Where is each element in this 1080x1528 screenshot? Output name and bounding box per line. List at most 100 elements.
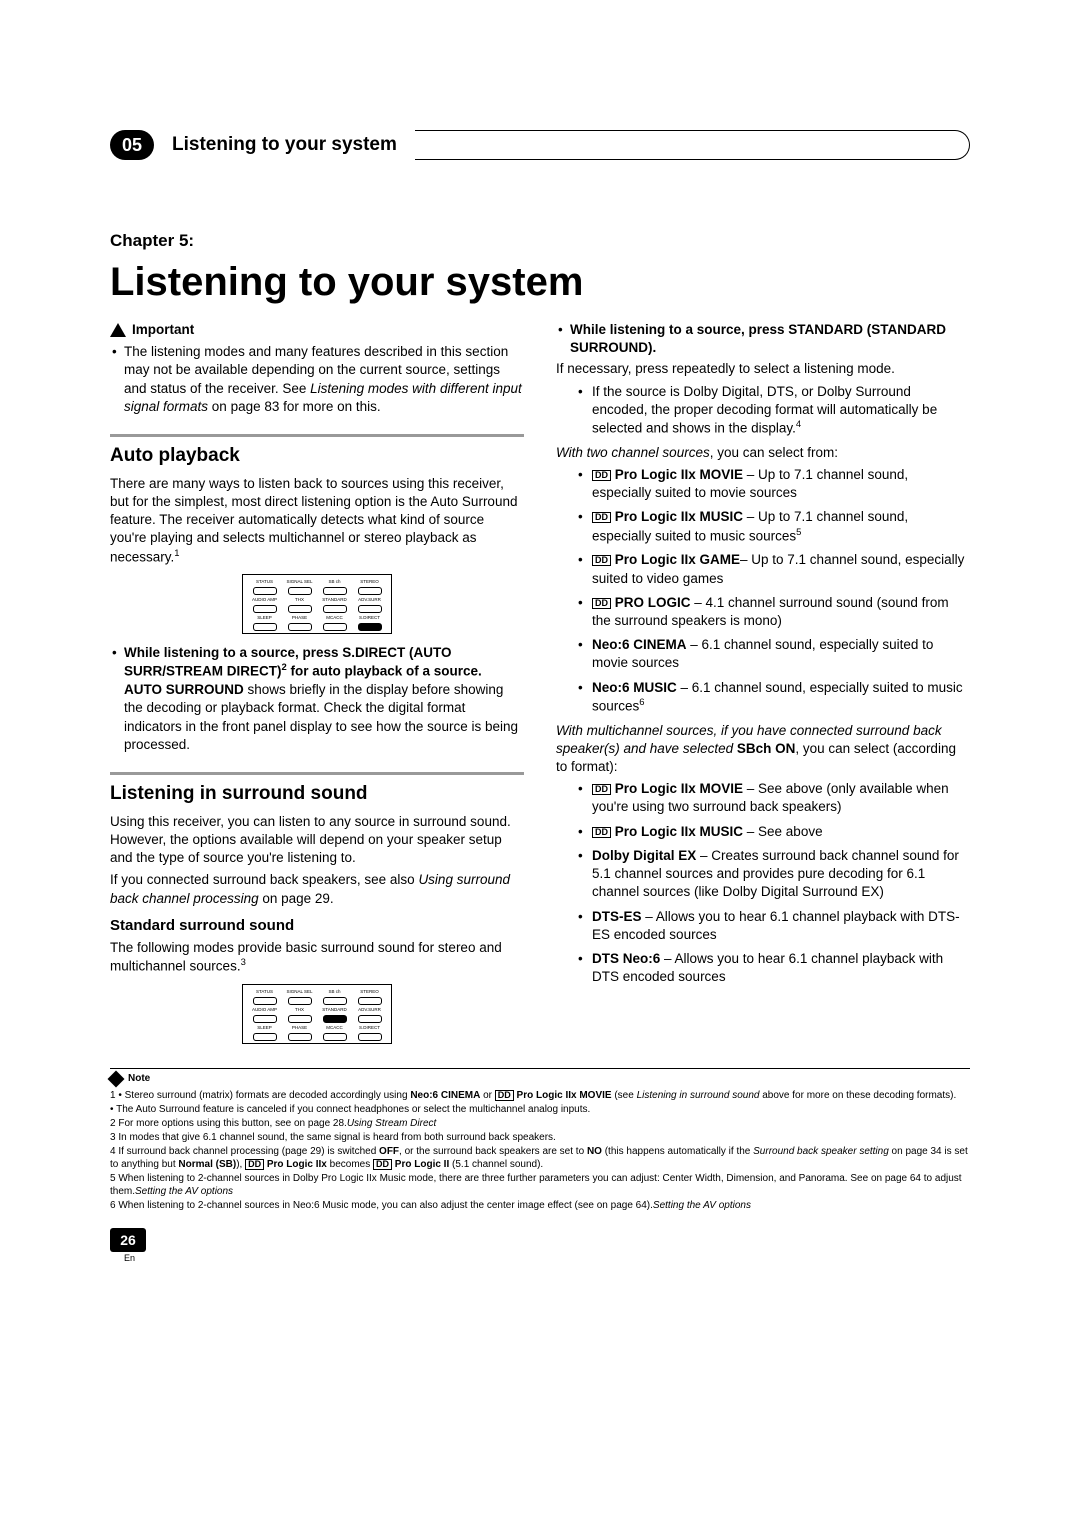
remote-label: S.DIRECT — [352, 615, 387, 621]
surround-p3: The following modes provide basic surrou… — [110, 939, 524, 976]
footnote-line: 6 When listening to 2-channel sources in… — [110, 1199, 970, 1212]
surround-title: Listening in surround sound — [110, 781, 524, 807]
surround-p1: Using this receiver, you can listen to a… — [110, 813, 524, 868]
mode-name: Pro Logic IIx MOVIE — [611, 781, 743, 796]
remote-button — [323, 997, 347, 1005]
surround-p2: If you connected surround back speakers,… — [110, 871, 524, 907]
mode-item: DD Pro Logic IIx MOVIE – See above (only… — [578, 780, 970, 816]
warning-icon — [110, 323, 126, 337]
standard-step-list: While listening to a source, press STAND… — [556, 321, 970, 357]
important-item: The listening modes and many features de… — [110, 343, 524, 416]
mode-desc: – Allows you to hear 6.1 channel playbac… — [592, 909, 960, 942]
remote-button — [358, 605, 382, 613]
section-divider — [110, 434, 524, 437]
dolby-icon: DD — [592, 512, 611, 523]
remote-button — [323, 1033, 347, 1041]
mode-name: Neo:6 CINEMA — [592, 637, 687, 652]
remote-label: AUDIO AMP — [247, 1007, 282, 1013]
remote-label: ADV.SURR — [352, 597, 387, 603]
nested-text: If the source is Dolby Digital, DTS, or … — [592, 384, 937, 436]
mode-item: DD PRO LOGIC – 4.1 channel surround soun… — [578, 594, 970, 630]
remote-button — [253, 587, 277, 595]
multichannel-modes: DD Pro Logic IIx MOVIE – See above (only… — [556, 780, 970, 986]
header-rule — [415, 130, 970, 160]
two-ch-intro-rest: , you can select from: — [710, 445, 838, 460]
two-ch-intro-italic: With two channel sources — [556, 445, 710, 460]
surround-p2b: on page 29. — [259, 891, 334, 906]
footnote-line: 4 If surround back channel processing (p… — [110, 1145, 970, 1171]
remote-label: THX — [282, 1007, 317, 1013]
note-label: Note — [128, 1072, 150, 1085]
chapter-header-title: Listening to your system — [172, 132, 397, 158]
mode-item: Neo:6 CINEMA – 6.1 channel sound, especi… — [578, 636, 970, 672]
nested-item: If the source is Dolby Digital, DTS, or … — [578, 383, 970, 438]
footnote-line: 5 When listening to 2-channel sources in… — [110, 1172, 970, 1198]
remote-diagram-2: STATUSSIGNAL SELSB chSTEREO AUDIO AMPTHX… — [242, 984, 392, 1044]
mode-item: Dolby Digital EX – Creates surround back… — [578, 847, 970, 902]
dolby-icon: DD — [592, 555, 611, 566]
dolby-icon: DD — [592, 470, 611, 481]
content-columns: Important The listening modes and many f… — [110, 321, 970, 1054]
remote-label: SB ch — [317, 579, 352, 585]
remote-label: SLEEP — [247, 1025, 282, 1031]
dolby-icon: DD — [592, 827, 611, 838]
page-title: Listening to your system — [110, 255, 970, 309]
surround-p2a: If you connected surround back speakers,… — [110, 872, 418, 887]
mode-item: Neo:6 MUSIC – 6.1 channel sound, especia… — [578, 679, 970, 716]
important-callout: Important — [110, 321, 524, 339]
dolby-icon: DD — [592, 598, 611, 609]
remote-button — [358, 997, 382, 1005]
two-channel-intro: With two channel sources, you can select… — [556, 444, 970, 462]
mode-item: DD Pro Logic IIx MOVIE – Up to 7.1 chann… — [578, 466, 970, 502]
important-list: The listening modes and many features de… — [110, 343, 524, 416]
remote-button — [358, 623, 382, 631]
auto-playback-para: There are many ways to listen back to so… — [110, 475, 524, 567]
section-divider — [110, 772, 524, 775]
auto-playback-step: While listening to a source, press S.DIR… — [110, 644, 524, 754]
note-header: Note — [110, 1072, 970, 1085]
remote-label: ADV.SURR — [352, 1007, 387, 1013]
remote-label: STATUS — [247, 989, 282, 995]
remote-label: MCACC — [317, 1025, 352, 1031]
remote-button — [358, 1033, 382, 1041]
step-bold-b: for auto playback of a source. — [287, 664, 482, 679]
footnote-ref-4: 4 — [796, 419, 801, 430]
remote-button — [323, 605, 347, 613]
left-column: Important The listening modes and many f… — [110, 321, 524, 1054]
important-text-end: on page 83 for more on this. — [208, 399, 381, 414]
remote-button — [288, 605, 312, 613]
right-column: While listening to a source, press STAND… — [556, 321, 970, 1054]
mode-name: Pro Logic IIx MUSIC — [611, 824, 743, 839]
mode-name: DTS Neo:6 — [592, 951, 660, 966]
mode-name: Neo:6 MUSIC — [592, 680, 677, 695]
remote-button — [253, 623, 277, 631]
mode-name: Pro Logic IIx MOVIE — [611, 467, 743, 482]
footnote-ref: 5 — [796, 527, 801, 538]
page-footer: 26 En — [110, 1228, 970, 1264]
remote-label: STANDARD — [317, 597, 352, 603]
step-rest-bold: AUTO SURROUND — [124, 682, 244, 697]
remote-button — [253, 997, 277, 1005]
remote-button — [253, 1033, 277, 1041]
chapter-number-badge: 05 — [110, 130, 154, 160]
footnotes: Note 1 • Stereo surround (matrix) format… — [110, 1068, 970, 1212]
footnote-line: 3 In modes that give 6.1 channel sound, … — [110, 1131, 970, 1144]
footnote-line: 1 • Stereo surround (matrix) formats are… — [110, 1089, 970, 1102]
remote-button — [358, 1015, 382, 1023]
remote-label: SIGNAL SEL — [282, 579, 317, 585]
remote-button — [323, 587, 347, 595]
chapter-header: 05 Listening to your system — [110, 130, 970, 160]
remote-button — [288, 1033, 312, 1041]
standard-step: While listening to a source, press STAND… — [556, 321, 970, 357]
remote-label: THX — [282, 597, 317, 603]
surround-p3-text: The following modes provide basic surrou… — [110, 940, 502, 974]
remote-label: STEREO — [352, 989, 387, 995]
auto-playback-steps: While listening to a source, press S.DIR… — [110, 644, 524, 754]
multichannel-intro: With multichannel sources, if you have c… — [556, 722, 970, 777]
mode-item: DD Pro Logic IIx GAME– Up to 7.1 channel… — [578, 551, 970, 587]
chapter-label: Chapter 5: — [110, 230, 970, 253]
page-language: En — [124, 1252, 970, 1264]
remote-label: SB ch — [317, 989, 352, 995]
standard-surround-title: Standard surround sound — [110, 916, 524, 936]
mode-name: Pro Logic IIx GAME — [611, 552, 740, 567]
